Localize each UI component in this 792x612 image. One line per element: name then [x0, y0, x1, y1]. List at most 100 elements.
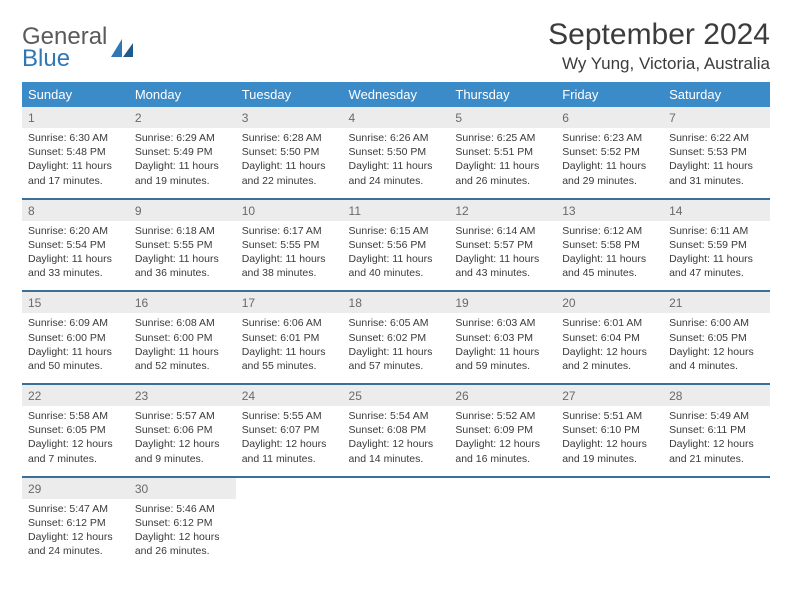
- day-body: Sunrise: 6:14 AMSunset: 5:57 PMDaylight:…: [449, 221, 556, 291]
- day-line: and 52 minutes.: [135, 359, 230, 373]
- day-line: Sunrise: 6:17 AM: [242, 224, 337, 238]
- day-cell: 3Sunrise: 6:28 AMSunset: 5:50 PMDaylight…: [236, 107, 343, 199]
- day-line: Sunrise: 6:23 AM: [562, 131, 657, 145]
- day-cell: 12Sunrise: 6:14 AMSunset: 5:57 PMDayligh…: [449, 199, 556, 292]
- day-line: Sunset: 5:51 PM: [455, 145, 550, 159]
- day-line: Daylight: 11 hours: [242, 159, 337, 173]
- day-number: 20: [556, 292, 663, 313]
- day-header: Wednesday: [343, 82, 450, 107]
- day-body: Sunrise: 6:17 AMSunset: 5:55 PMDaylight:…: [236, 221, 343, 291]
- day-line: Daylight: 12 hours: [28, 437, 123, 451]
- day-line: and 21 minutes.: [669, 452, 764, 466]
- day-line: Sunrise: 6:05 AM: [349, 316, 444, 330]
- day-line: Daylight: 12 hours: [562, 437, 657, 451]
- day-cell: 7Sunrise: 6:22 AMSunset: 5:53 PMDaylight…: [663, 107, 770, 199]
- day-header: Monday: [129, 82, 236, 107]
- day-line: Sunset: 6:04 PM: [562, 331, 657, 345]
- day-body: Sunrise: 6:18 AMSunset: 5:55 PMDaylight:…: [129, 221, 236, 291]
- day-number: 26: [449, 385, 556, 406]
- day-number: 29: [22, 478, 129, 499]
- day-cell: 11Sunrise: 6:15 AMSunset: 5:56 PMDayligh…: [343, 199, 450, 292]
- day-line: Sunrise: 6:00 AM: [669, 316, 764, 330]
- day-number: 18: [343, 292, 450, 313]
- day-line: Sunrise: 6:08 AM: [135, 316, 230, 330]
- day-body: Sunrise: 6:12 AMSunset: 5:58 PMDaylight:…: [556, 221, 663, 291]
- day-number: 12: [449, 200, 556, 221]
- day-line: Sunrise: 6:01 AM: [562, 316, 657, 330]
- day-line: Sunrise: 6:15 AM: [349, 224, 444, 238]
- day-number: 23: [129, 385, 236, 406]
- day-number: 17: [236, 292, 343, 313]
- day-cell: 21Sunrise: 6:00 AMSunset: 6:05 PMDayligh…: [663, 291, 770, 384]
- day-line: and 50 minutes.: [28, 359, 123, 373]
- day-number: 13: [556, 200, 663, 221]
- day-line: Sunrise: 6:26 AM: [349, 131, 444, 145]
- day-line: Daylight: 11 hours: [562, 252, 657, 266]
- day-line: and 14 minutes.: [349, 452, 444, 466]
- day-line: Daylight: 11 hours: [562, 159, 657, 173]
- day-body: Sunrise: 6:25 AMSunset: 5:51 PMDaylight:…: [449, 128, 556, 198]
- day-cell: 2Sunrise: 6:29 AMSunset: 5:49 PMDaylight…: [129, 107, 236, 199]
- day-line: Sunset: 5:59 PM: [669, 238, 764, 252]
- day-body: Sunrise: 6:29 AMSunset: 5:49 PMDaylight:…: [129, 128, 236, 198]
- day-body: Sunrise: 5:52 AMSunset: 6:09 PMDaylight:…: [449, 406, 556, 476]
- day-line: Daylight: 11 hours: [28, 159, 123, 173]
- day-number: 27: [556, 385, 663, 406]
- day-line: Sunset: 6:08 PM: [349, 423, 444, 437]
- day-line: Sunrise: 6:30 AM: [28, 131, 123, 145]
- day-cell: 20Sunrise: 6:01 AMSunset: 6:04 PMDayligh…: [556, 291, 663, 384]
- day-number: 19: [449, 292, 556, 313]
- calendar-body: 1Sunrise: 6:30 AMSunset: 5:48 PMDaylight…: [22, 107, 770, 568]
- calendar-table: Sunday Monday Tuesday Wednesday Thursday…: [22, 82, 770, 568]
- day-cell: 16Sunrise: 6:08 AMSunset: 6:00 PMDayligh…: [129, 291, 236, 384]
- day-number: 3: [236, 107, 343, 128]
- day-line: Sunset: 5:50 PM: [242, 145, 337, 159]
- day-number: 8: [22, 200, 129, 221]
- title-block: September 2024 Wy Yung, Victoria, Austra…: [548, 18, 770, 74]
- day-line: Sunset: 5:55 PM: [135, 238, 230, 252]
- day-number: 7: [663, 107, 770, 128]
- day-line: Sunset: 6:01 PM: [242, 331, 337, 345]
- day-cell: 17Sunrise: 6:06 AMSunset: 6:01 PMDayligh…: [236, 291, 343, 384]
- calendar-page: General Blue September 2024 Wy Yung, Vic…: [0, 0, 792, 612]
- day-cell: 4Sunrise: 6:26 AMSunset: 5:50 PMDaylight…: [343, 107, 450, 199]
- day-line: Sunrise: 6:03 AM: [455, 316, 550, 330]
- day-line: Sunrise: 6:18 AM: [135, 224, 230, 238]
- day-line: Sunset: 5:55 PM: [242, 238, 337, 252]
- day-cell: 1Sunrise: 6:30 AMSunset: 5:48 PMDaylight…: [22, 107, 129, 199]
- day-line: Sunset: 6:07 PM: [242, 423, 337, 437]
- day-line: Sunrise: 6:09 AM: [28, 316, 123, 330]
- day-cell: 13Sunrise: 6:12 AMSunset: 5:58 PMDayligh…: [556, 199, 663, 292]
- day-line: Daylight: 11 hours: [669, 159, 764, 173]
- day-cell: 28Sunrise: 5:49 AMSunset: 6:11 PMDayligh…: [663, 384, 770, 477]
- day-line: and 29 minutes.: [562, 174, 657, 188]
- day-line: Daylight: 11 hours: [242, 252, 337, 266]
- day-number: 11: [343, 200, 450, 221]
- day-cell: 22Sunrise: 5:58 AMSunset: 6:05 PMDayligh…: [22, 384, 129, 477]
- day-cell: 5Sunrise: 6:25 AMSunset: 5:51 PMDaylight…: [449, 107, 556, 199]
- day-line: and 59 minutes.: [455, 359, 550, 373]
- day-cell: [236, 477, 343, 569]
- day-line: Sunset: 5:54 PM: [28, 238, 123, 252]
- day-line: and 26 minutes.: [455, 174, 550, 188]
- day-body: Sunrise: 6:22 AMSunset: 5:53 PMDaylight:…: [663, 128, 770, 198]
- day-number: 6: [556, 107, 663, 128]
- day-line: Sunset: 6:06 PM: [135, 423, 230, 437]
- day-line: Daylight: 11 hours: [28, 252, 123, 266]
- day-line: Daylight: 12 hours: [349, 437, 444, 451]
- day-line: Daylight: 11 hours: [349, 159, 444, 173]
- day-line: Sunrise: 5:57 AM: [135, 409, 230, 423]
- day-cell: 6Sunrise: 6:23 AMSunset: 5:52 PMDaylight…: [556, 107, 663, 199]
- day-line: and 11 minutes.: [242, 452, 337, 466]
- day-line: Sunset: 5:48 PM: [28, 145, 123, 159]
- day-line: and 45 minutes.: [562, 266, 657, 280]
- day-body: Sunrise: 5:49 AMSunset: 6:11 PMDaylight:…: [663, 406, 770, 476]
- day-body: Sunrise: 6:15 AMSunset: 5:56 PMDaylight:…: [343, 221, 450, 291]
- day-number: 4: [343, 107, 450, 128]
- day-cell: [449, 477, 556, 569]
- day-line: Sunrise: 5:51 AM: [562, 409, 657, 423]
- week-row: 1Sunrise: 6:30 AMSunset: 5:48 PMDaylight…: [22, 107, 770, 199]
- day-line: and 24 minutes.: [28, 544, 123, 558]
- day-line: Sunrise: 5:49 AM: [669, 409, 764, 423]
- day-number: 21: [663, 292, 770, 313]
